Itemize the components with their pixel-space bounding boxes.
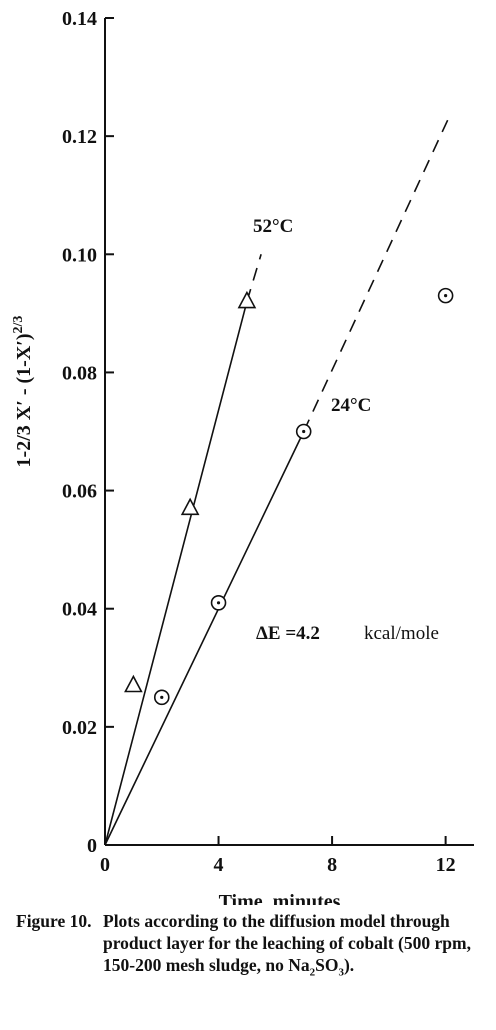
label-24c: 24°C [331, 395, 371, 416]
y-tick-label: 0.12 [62, 126, 97, 148]
triangle-point [237, 290, 257, 309]
circle-center-dot [216, 601, 221, 605]
x-tick-label: 12 [436, 854, 456, 876]
circle-center-dot [302, 429, 306, 434]
circle-center-dot [160, 695, 164, 699]
y-tick-label: 0.04 [62, 599, 97, 621]
caption-text-main: Plots according to the diffusion model t… [103, 911, 471, 975]
ticks: 0 0.02 0.04 0.06 0.08 0.10 0.12 0.14 0 4 8 12 [62, 8, 456, 876]
chart-labels: Time, minutes 1-2/3 X′ - (1-X′)2/3 52°C 24°… [11, 216, 439, 905]
data-points [124, 287, 454, 706]
fit-line-52c [104, 301, 248, 846]
circle-center-dot [444, 294, 448, 298]
triangle-point [124, 674, 143, 693]
caption-text-end: ). [343, 955, 355, 975]
circle-point [437, 287, 454, 304]
label-52c: 52°C [253, 216, 293, 237]
y-axis-title-superscript: 2/3 [11, 316, 26, 334]
y-tick-label: 0.06 [62, 481, 97, 503]
caption-text: Plots according to the diffusion model t… [103, 910, 488, 984]
chart: 0 0.02 0.04 0.06 0.08 0.10 0.12 0.14 0 4 8 12 Time,… [11, 8, 474, 905]
y-tick-label: 0.02 [62, 717, 97, 739]
fit-lines [104, 118, 450, 846]
x-axis-title: Time, minutes [219, 891, 341, 905]
delta-e-label: ΔE =4.2 [256, 623, 320, 644]
caption-text-mid: SO [315, 955, 339, 975]
circle-point [153, 689, 170, 706]
fit-line-24c [104, 431, 305, 846]
y-axis-title: 1-2/3 X′ - (1-X′)2/3 [11, 316, 35, 468]
y-tick-label: 0.14 [62, 8, 97, 30]
triangle-point [180, 497, 200, 516]
dashed-extension-52c [246, 254, 262, 302]
y-tick-label: 0 [87, 835, 97, 857]
circle-point [210, 595, 227, 611]
caption-label: Figure 10. [16, 911, 92, 931]
caption-sub-1: 2 [309, 966, 316, 979]
y-tick-label: 0.10 [62, 244, 97, 266]
circle-point [295, 423, 312, 440]
dashed-extension-24c [302, 118, 450, 432]
figure-caption: Figure 10. Plots according to the diffusi… [16, 910, 492, 984]
y-axis-title-main: 1-2/3 X′ - (1-X′) [13, 333, 35, 467]
x-tick-label: 8 [327, 854, 337, 876]
x-tick-label: 0 [100, 854, 110, 876]
caption-sub-2: 3 [338, 966, 344, 979]
delta-e-unit: kcal/mole [364, 623, 439, 644]
axes [104, 18, 474, 846]
x-tick-label: 4 [214, 854, 224, 876]
y-tick-label: 0.08 [62, 362, 97, 384]
